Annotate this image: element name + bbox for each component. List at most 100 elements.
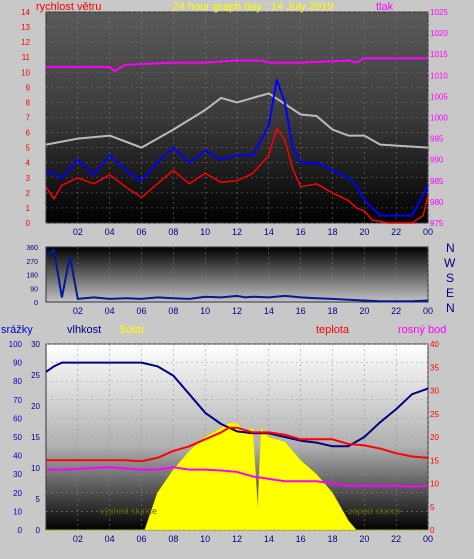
- y-tick-label: 11: [22, 53, 31, 62]
- y-tick-label: 4: [26, 159, 31, 168]
- dew-point-label: rosný bod: [398, 324, 446, 336]
- y-inner-tick-label: 5: [36, 495, 41, 504]
- y-tick-label: 360: [26, 245, 38, 252]
- y-tick-label: 90: [13, 359, 22, 368]
- y-tick-label: 8: [26, 98, 31, 107]
- y-tick-label: 0: [34, 300, 38, 307]
- x-tick-label: 06: [136, 534, 146, 544]
- y2-tick-label: 15: [430, 456, 439, 465]
- y-tick-label: 30: [13, 470, 22, 479]
- y2-tick-label: 20: [430, 433, 439, 442]
- x-tick-label: 22: [391, 227, 401, 237]
- series-line: [46, 426, 429, 463]
- series-layer: [45, 57, 429, 531]
- y2-tick-label: 1015: [430, 50, 448, 59]
- compass-n-bottom: N: [446, 301, 455, 315]
- x-tick-label: 04: [105, 306, 115, 316]
- y-tick-label: 9: [26, 83, 31, 92]
- x-tick-label: 08: [168, 306, 178, 316]
- y-inner-tick-label: 30: [31, 340, 40, 349]
- rain-label: srážky: [1, 324, 33, 336]
- y2-tick-label: 1010: [430, 71, 448, 80]
- y-inner-tick-label: 0: [36, 526, 41, 535]
- y-tick-label: 80: [13, 377, 22, 386]
- x-tick-label: 14: [264, 227, 274, 237]
- x-tick-label: 06: [136, 227, 146, 237]
- y-tick-label: 0: [18, 526, 23, 535]
- y-tick-label: 50: [13, 433, 22, 442]
- y2-tick-label: 25: [430, 410, 439, 419]
- pressure-label: tlak: [376, 1, 394, 13]
- y2-tick-label: 30: [430, 387, 439, 396]
- x-tick-label: 04: [105, 534, 115, 544]
- chart-title: 24 hour graph day : 14 July 2019: [173, 1, 334, 13]
- x-tick-label: 14: [264, 534, 274, 544]
- x-tick-label: 12: [232, 227, 242, 237]
- y-tick-label: 3: [26, 174, 31, 183]
- x-tick-label: 16: [296, 534, 306, 544]
- y2-tick-label: 5: [430, 503, 435, 512]
- sunset-annotation: západ slunce: [348, 506, 401, 516]
- x-tick-label: 20: [359, 306, 369, 316]
- series-line: [45, 127, 429, 224]
- y-tick-label: 0: [26, 219, 31, 228]
- x-tick-label: 22: [391, 306, 401, 316]
- compass-n-top: N: [446, 241, 455, 255]
- humidity-label: vlhkost: [67, 324, 101, 336]
- y2-tick-label: 1005: [430, 92, 448, 101]
- y-tick-label: 270: [26, 259, 38, 266]
- x-tick-label: 12: [232, 534, 242, 544]
- y-tick-label: 12: [21, 38, 30, 47]
- x-tick-label: 16: [296, 306, 306, 316]
- temperature-label: teplota: [316, 324, 350, 336]
- y-tick-label: 10: [13, 507, 22, 516]
- y-tick-label: 6: [26, 129, 31, 138]
- x-tick-label: 00: [423, 306, 433, 316]
- compass-e: E: [446, 286, 454, 300]
- y-tick-label: 1: [26, 204, 31, 213]
- x-tick-label: 22: [391, 534, 401, 544]
- compass-w: W: [444, 256, 456, 270]
- y2-tick-label: 1025: [430, 8, 448, 17]
- x-tick-label: 16: [296, 227, 306, 237]
- x-tick-label: 12: [232, 306, 242, 316]
- x-tick-label: 20: [359, 534, 369, 544]
- y-tick-label: 2: [26, 189, 31, 198]
- compass-s: S: [446, 271, 454, 285]
- x-tick-label: 02: [73, 534, 83, 544]
- y-inner-tick-label: 25: [31, 371, 40, 380]
- y-tick-label: 60: [13, 414, 22, 423]
- y2-tick-label: 40: [430, 340, 439, 349]
- y2-tick-label: 1020: [430, 29, 448, 38]
- x-tick-label: 02: [73, 227, 83, 237]
- y-tick-label: 13: [21, 23, 30, 32]
- x-tick-label: 00: [423, 227, 433, 237]
- y2-tick-label: 985: [430, 177, 444, 186]
- y2-tick-label: 1000: [430, 114, 448, 123]
- y2-tick-label: 10: [430, 480, 439, 489]
- sunrise-annotation: východ slunce: [100, 506, 157, 516]
- x-tick-label: 20: [359, 227, 369, 237]
- series-line: [46, 57, 428, 73]
- x-tick-label: 10: [200, 306, 210, 316]
- y-inner-tick-label: 20: [31, 402, 40, 411]
- series-line: [46, 466, 429, 488]
- y-tick-label: 14: [21, 8, 30, 17]
- y-tick-label: 90: [30, 286, 38, 293]
- y-tick-label: 10: [21, 68, 30, 77]
- x-tick-label: 08: [168, 534, 178, 544]
- y2-tick-label: 990: [430, 156, 444, 165]
- y-tick-label: 7: [26, 114, 31, 123]
- grid-layer: [46, 11, 429, 531]
- x-tick-label: 14: [264, 306, 274, 316]
- x-tick-label: 10: [200, 227, 210, 237]
- series-line: [45, 92, 429, 149]
- y-inner-tick-label: 15: [31, 433, 40, 442]
- series-line: [45, 78, 429, 217]
- solar-area: [46, 422, 428, 531]
- y-tick-label: 70: [13, 396, 22, 405]
- x-tick-label: 18: [327, 227, 337, 237]
- direction-line: [45, 248, 429, 303]
